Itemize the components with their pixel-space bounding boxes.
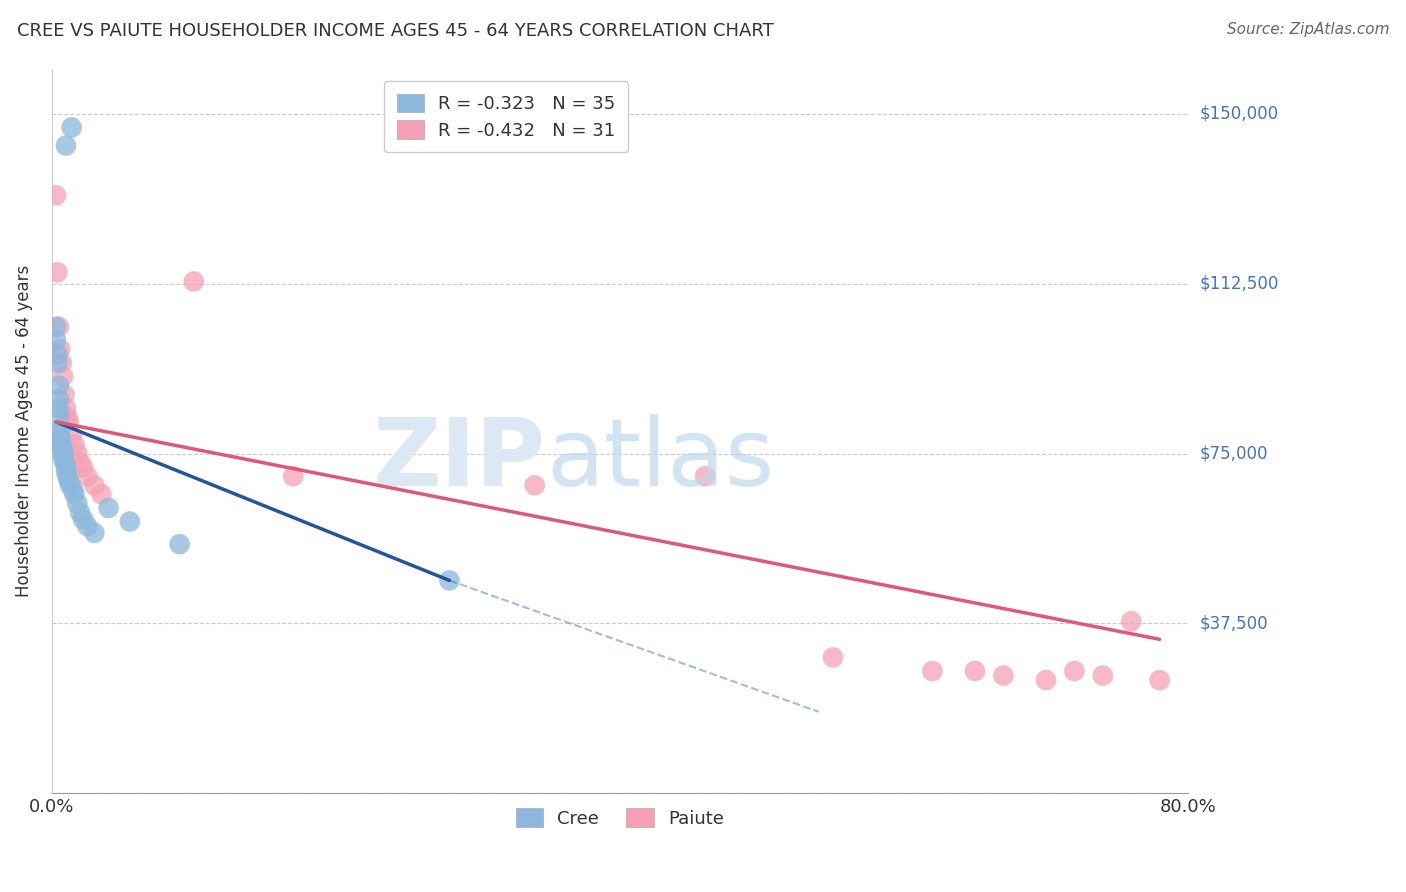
Point bbox=[62, 483, 84, 497]
Text: $150,000: $150,000 bbox=[1199, 105, 1278, 123]
Point bbox=[52, 444, 75, 458]
Point bbox=[48, 410, 70, 425]
Point bbox=[51, 437, 73, 451]
Point bbox=[55, 138, 77, 153]
Point bbox=[48, 378, 70, 392]
Point bbox=[48, 392, 70, 407]
Text: Source: ZipAtlas.com: Source: ZipAtlas.com bbox=[1226, 22, 1389, 37]
Point bbox=[97, 500, 120, 515]
Point bbox=[45, 334, 67, 348]
Point bbox=[695, 469, 717, 483]
Point bbox=[53, 456, 76, 470]
Point bbox=[59, 478, 82, 492]
Point bbox=[46, 265, 69, 279]
Point bbox=[283, 469, 305, 483]
Point bbox=[169, 537, 191, 551]
Point bbox=[69, 456, 91, 470]
Point bbox=[55, 460, 77, 475]
Point bbox=[63, 487, 86, 501]
Text: $75,000: $75,000 bbox=[1199, 444, 1268, 463]
Point bbox=[1121, 614, 1143, 628]
Point bbox=[51, 356, 73, 370]
Legend: Cree, Paiute: Cree, Paiute bbox=[509, 801, 731, 835]
Point bbox=[83, 478, 105, 492]
Y-axis label: Householder Income Ages 45 - 64 years: Householder Income Ages 45 - 64 years bbox=[15, 265, 32, 597]
Point bbox=[1091, 668, 1114, 682]
Point bbox=[90, 487, 112, 501]
Point bbox=[66, 496, 89, 510]
Point bbox=[1063, 664, 1085, 678]
Point bbox=[60, 120, 83, 135]
Point bbox=[72, 460, 94, 475]
Point bbox=[46, 347, 69, 361]
Point bbox=[83, 525, 105, 540]
Text: $112,500: $112,500 bbox=[1199, 275, 1278, 293]
Point bbox=[58, 415, 80, 429]
Point bbox=[76, 469, 98, 483]
Point bbox=[56, 469, 79, 483]
Point bbox=[993, 668, 1015, 682]
Text: ZIP: ZIP bbox=[373, 414, 546, 506]
Point bbox=[45, 188, 67, 202]
Point bbox=[58, 474, 80, 488]
Text: $37,500: $37,500 bbox=[1199, 615, 1268, 632]
Point bbox=[76, 519, 98, 533]
Point bbox=[48, 401, 70, 416]
Point bbox=[52, 451, 75, 466]
Point bbox=[45, 319, 67, 334]
Point bbox=[118, 515, 141, 529]
Point bbox=[51, 442, 73, 456]
Point bbox=[921, 664, 943, 678]
Point bbox=[60, 428, 83, 442]
Point bbox=[183, 275, 205, 289]
Text: CREE VS PAIUTE HOUSEHOLDER INCOME AGES 45 - 64 YEARS CORRELATION CHART: CREE VS PAIUTE HOUSEHOLDER INCOME AGES 4… bbox=[17, 22, 773, 40]
Point bbox=[821, 650, 844, 665]
Point bbox=[439, 574, 461, 588]
Point bbox=[63, 437, 86, 451]
Point bbox=[48, 424, 70, 438]
Point bbox=[48, 319, 70, 334]
Point bbox=[52, 447, 75, 461]
Point bbox=[523, 478, 546, 492]
Point bbox=[55, 401, 77, 416]
Point bbox=[1149, 673, 1171, 687]
Point bbox=[66, 447, 89, 461]
Point bbox=[52, 369, 75, 384]
Point bbox=[53, 387, 76, 401]
Point bbox=[963, 664, 986, 678]
Point bbox=[1035, 673, 1057, 687]
Text: atlas: atlas bbox=[546, 414, 775, 506]
Point bbox=[49, 433, 72, 447]
Point bbox=[69, 506, 91, 520]
Point bbox=[56, 410, 79, 425]
Point bbox=[72, 512, 94, 526]
Point bbox=[46, 356, 69, 370]
Point bbox=[49, 428, 72, 442]
Point bbox=[49, 343, 72, 357]
Point bbox=[55, 465, 77, 479]
